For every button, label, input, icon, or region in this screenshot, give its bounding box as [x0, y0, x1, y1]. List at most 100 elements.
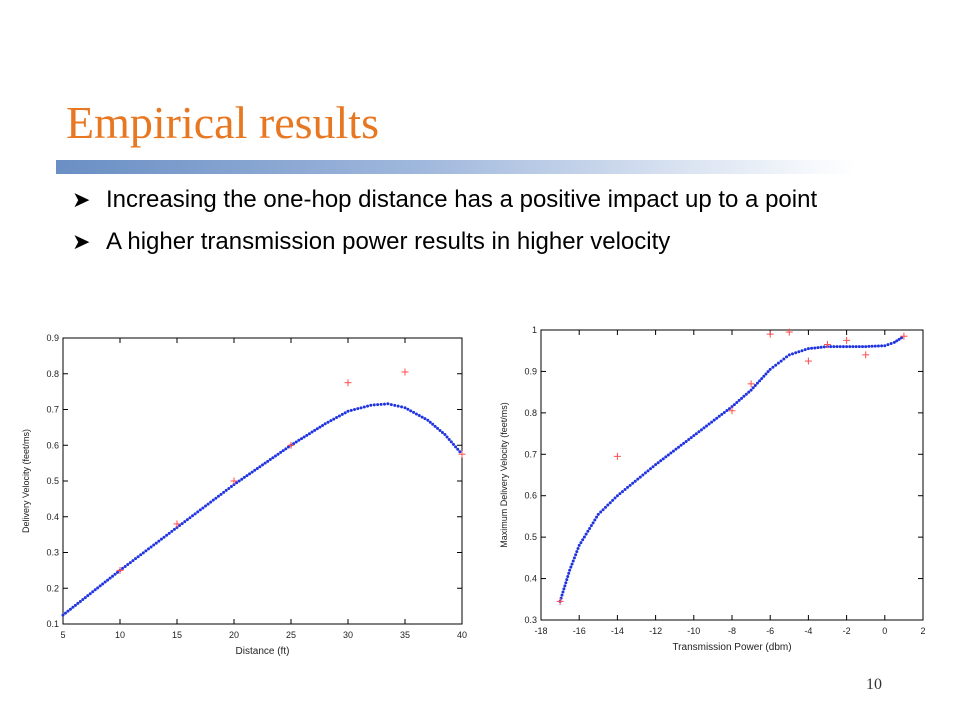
fit-curve-dot [78, 599, 82, 603]
fit-curve-dot [167, 531, 171, 535]
fit-curve-dot [201, 506, 205, 510]
fit-curve-dot [803, 348, 807, 352]
fit-curve-dot [710, 420, 714, 424]
fit-curve-dot [797, 350, 801, 354]
fit-curve-dot [248, 472, 252, 476]
fit-curve-dot [216, 494, 220, 498]
fit-curve-dot [134, 557, 138, 561]
fit-curve-dot [740, 396, 744, 400]
fit-curve-dot [603, 505, 607, 509]
y-tick-label: 1 [532, 325, 537, 335]
y-tick-label: 0.4 [524, 574, 537, 584]
fit-curve-dot [674, 447, 678, 451]
slide-title: Empirical results [66, 97, 379, 148]
fit-curve-dot [661, 457, 665, 461]
fit-curve-dot [91, 590, 95, 594]
fit-curve-dot [214, 496, 218, 500]
y-tick-label: 0.5 [46, 476, 59, 486]
x-tick-label: -6 [766, 626, 774, 636]
bullet-item: ➤ Increasing the one-hop distance has a … [72, 184, 892, 216]
fit-curve-dot [159, 537, 163, 541]
fit-curve-dot [819, 345, 823, 349]
fit-curve-dot [561, 590, 565, 594]
fit-curve-dot [735, 401, 739, 404]
fit-curve-dot [751, 386, 755, 390]
fit-curve-dot [93, 588, 97, 592]
fit-curve-dot [857, 345, 861, 349]
fit-curve-dot [300, 437, 304, 441]
fit-curve-dot [623, 488, 627, 491]
fit-curve-dot [596, 512, 600, 516]
fit-curve-dot [581, 538, 585, 542]
fit-curve-dot [730, 405, 734, 409]
bullet-list: ➤ Increasing the one-hop distance has a … [72, 184, 892, 268]
fit-curve-dot [440, 430, 444, 434]
fit-curve-dot [242, 475, 246, 479]
fit-curve-dot [393, 403, 397, 407]
fit-curve-dot [576, 547, 580, 551]
fit-curve-dot [88, 592, 92, 596]
fit-curve-dot [123, 564, 127, 568]
fit-curve-dot [106, 578, 110, 582]
fit-curve-dot [631, 481, 635, 485]
fit-curve-dot [682, 441, 686, 445]
fit-curve-dot [292, 442, 296, 446]
x-tick-label: -8 [728, 626, 736, 636]
fit-curve-dot [712, 418, 716, 422]
fit-curve-dot [222, 490, 226, 494]
fit-curve-dot [376, 403, 380, 407]
fit-curve-dot [141, 551, 145, 555]
fit-curve-dot [656, 461, 660, 465]
fit-curve-dot [785, 355, 789, 359]
fit-curve-dot [139, 553, 143, 557]
fit-curve-dot [563, 584, 567, 588]
fit-curve-dot [643, 471, 647, 475]
fit-curve-dot [281, 449, 285, 453]
fit-curve-dot [121, 566, 125, 570]
fit-curve-dot [170, 529, 174, 533]
title-underline-bar [56, 160, 856, 174]
fit-curve-dot [579, 541, 583, 545]
fit-curve-dot [659, 459, 663, 463]
fit-curve-dot [732, 403, 736, 407]
fit-curve-dot [144, 549, 148, 553]
fit-curve-dot [268, 458, 272, 462]
fit-curve-dot [599, 510, 603, 514]
fit-curve-dot [162, 535, 166, 539]
fit-curve-dot [116, 570, 120, 574]
fit-curve-dot [454, 445, 458, 449]
fit-curve-dot [771, 365, 775, 369]
fit-curve-dot [113, 572, 117, 576]
fit-curve-dot [715, 416, 719, 420]
fit-curve-dot [180, 522, 184, 526]
fit-curve-dot [768, 367, 772, 371]
fit-curve-dot [593, 518, 597, 522]
fit-curve-dot [841, 345, 845, 349]
fit-curve-dot [443, 433, 447, 437]
fit-curve-dot [445, 435, 449, 439]
fit-curve-dot [838, 345, 842, 349]
fit-curve-dot [582, 535, 586, 539]
fit-curve-dot [720, 412, 724, 416]
fit-curve-dot [263, 461, 267, 465]
fit-curve-dot [423, 417, 427, 421]
fit-curve-dot [417, 414, 421, 418]
fit-curve-dot [81, 598, 85, 602]
y-tick-label: 0.9 [46, 333, 59, 343]
fit-curve-dot [867, 344, 871, 348]
fit-curve-dot [438, 428, 442, 432]
fit-curve-dot [694, 432, 698, 436]
fit-curve-dot [861, 345, 865, 349]
fit-curve-dot [572, 556, 576, 560]
fit-curve-dot [356, 407, 360, 411]
fit-curve-dot [71, 605, 75, 609]
fit-curve-dot [101, 582, 105, 586]
fit-curve-dot [633, 479, 637, 483]
fit-curve-dot [758, 379, 762, 383]
fit-curve-dot [717, 414, 721, 418]
fit-curve-dot [420, 415, 424, 419]
fit-curve-dot [126, 563, 130, 567]
y-axis-label: Maximum Delivery Velocity (feet/ms) [499, 402, 509, 548]
fit-curve-dot [606, 503, 610, 507]
fit-curve-dot [108, 576, 112, 580]
